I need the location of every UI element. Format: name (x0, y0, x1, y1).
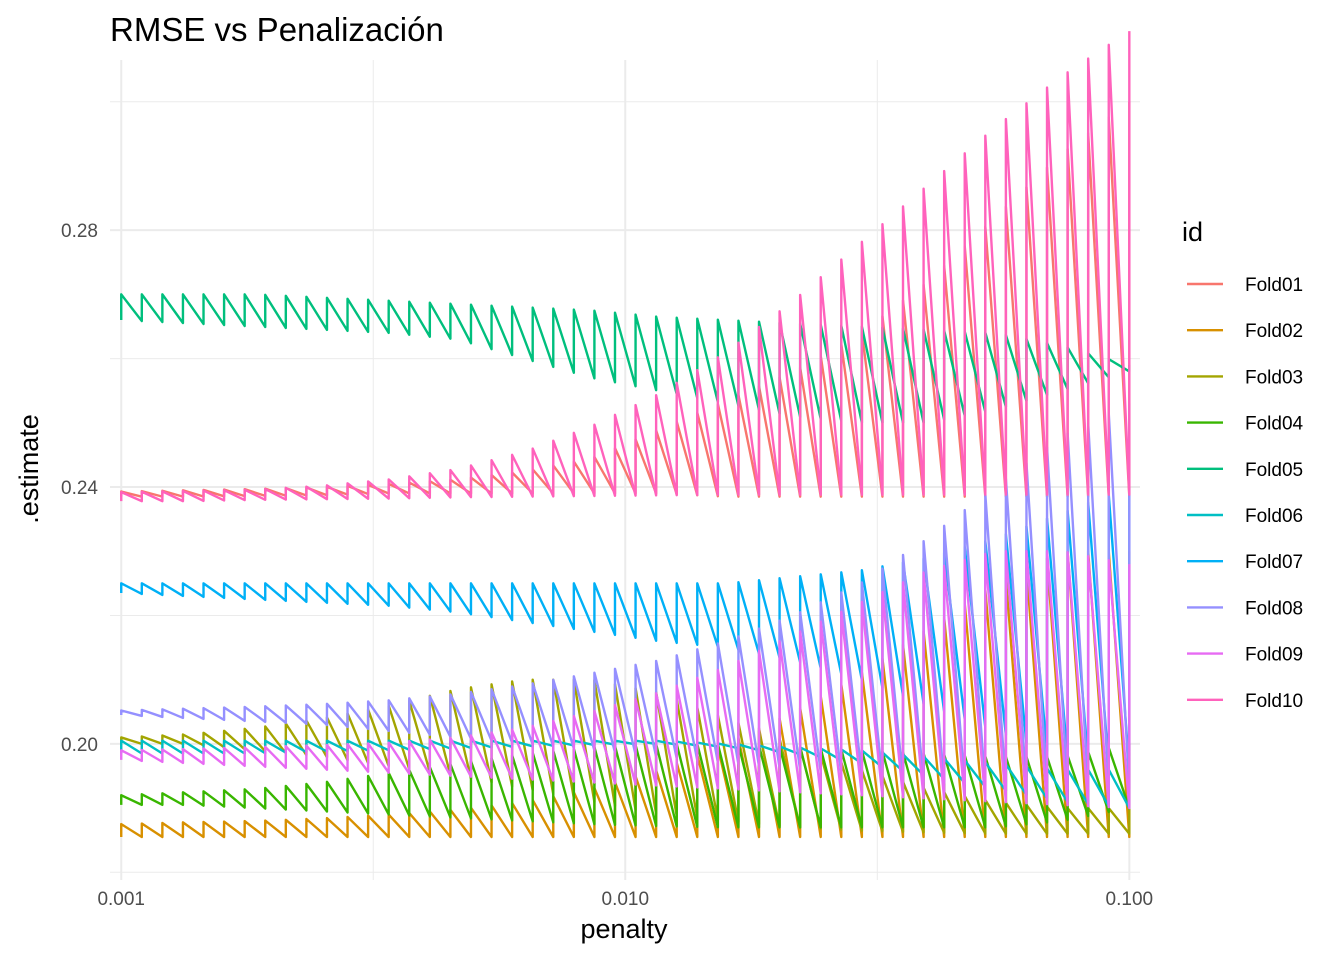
series-line-fold09 (120, 550, 1131, 810)
legend-title: id (1182, 217, 1203, 247)
x-tick-label: 0.010 (602, 889, 650, 910)
legend-label-fold01: Fold01 (1245, 275, 1303, 296)
y-tick-label: 0.28 (61, 221, 98, 242)
legend-label-fold05: Fold05 (1245, 460, 1303, 481)
y-axis-title: .estimate (14, 414, 44, 524)
x-axis-title: penalty (580, 914, 668, 944)
legend-label-fold07: Fold07 (1245, 552, 1303, 573)
y-tick-label: 0.24 (61, 478, 98, 499)
plot-lines (120, 31, 1131, 839)
y-axis-ticks: 0.20 0.24 0.28 (61, 221, 98, 756)
x-tick-label: 0.001 (97, 889, 145, 910)
legend: id Fold01 Fold02 Fold03 Fold04 Fold05 Fold06 F… (1182, 217, 1304, 712)
y-tick-label: 0.20 (61, 735, 98, 756)
legend-label-fold10: Fold10 (1245, 691, 1303, 712)
legend-label-fold03: Fold03 (1245, 367, 1303, 388)
chart-title: RMSE vs Penalización (110, 11, 444, 48)
legend-label-fold04: Fold04 (1245, 414, 1304, 435)
x-axis-ticks: 0.001 0.010 0.100 (97, 889, 1153, 910)
legend-label-fold08: Fold08 (1245, 598, 1303, 619)
legend-label-fold09: Fold09 (1245, 645, 1303, 666)
series-line-fold10 (120, 31, 1131, 503)
legend-label-fold06: Fold06 (1245, 506, 1303, 527)
x-tick-label: 0.100 (1106, 889, 1154, 910)
legend-label-fold02: Fold02 (1245, 321, 1303, 342)
